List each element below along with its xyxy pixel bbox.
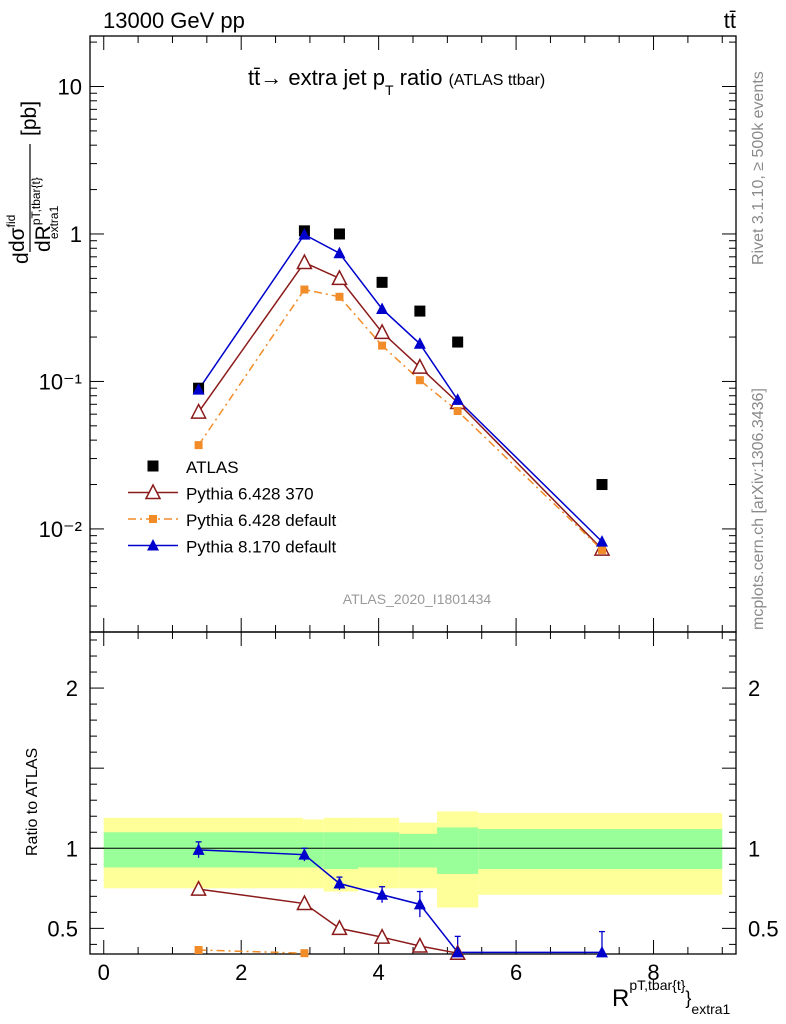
analysis-tag: ATLAS_2020_I1801434 [343,591,492,607]
ratio-point-p6_default [194,945,203,954]
axis-ticks: 10 1 10⁻¹ 10⁻² 0 2 4 6 8 2 2 1 1 0.5 0.5 [39,36,779,985]
ratio-point-p8_default [595,945,608,958]
ratio-point-p8_default [376,888,389,900]
ratio-point-p6_370 [373,928,391,944]
legend-marker-atlas [147,460,159,472]
ratio-point-p6_default [300,949,309,958]
legend-marker-p8_default [147,539,159,551]
main-point-p6_default [378,341,387,350]
ratio-line-p6_370 [198,888,458,954]
main-point-atlas [596,479,608,491]
x-tick-label: 2 [235,960,247,985]
mcplots-label: mcplots.cern.ch [arXiv:1306.3436] [750,388,767,630]
main-y-tick-label: 10 [58,74,82,99]
ratio-point-p8_default [192,843,205,855]
ratio-y-tick-label-right: 2 [748,676,760,701]
main-point-p8_default [595,535,608,547]
main-point-p6_default [194,441,203,450]
band-inner-6 [478,829,723,870]
main-point-p8_default [192,383,205,395]
legend-marker-p6_370 [144,483,162,500]
main-point-atlas [414,305,426,317]
plot-title: tt̄→ extra jet pT ratio (ATLAS ttbar) [248,65,545,98]
x-tick-label: 6 [510,960,522,985]
ratio-point-p6_370 [411,936,429,953]
legend-marker-p6_default [149,515,157,523]
ratio-point-p6_370 [331,919,348,936]
ratio-y-tick-label-left: 0.5 [47,916,78,941]
ratio-point-p8_default [298,848,311,860]
main-point-p6_370 [296,253,313,270]
main-point-p8_default [451,393,464,405]
series-markers [190,225,611,960]
ratio-y-tick-label-right: 0.5 [748,916,779,941]
main-point-p6_370 [331,269,348,286]
legend: ATLAS Pythia 6.428 370 Pythia 6.428 defaul… [128,458,337,557]
main-point-p8_default [413,337,426,349]
main-point-p6_370 [190,402,207,419]
ratio-plot-frame [89,631,737,955]
main-point-p6_default [335,292,344,301]
band-inner-4 [399,833,438,868]
main-y-axis-label: d dσfid dRpT,tbar{t} extra1 [pb] [4,101,61,264]
main-y-tick-label: 1 [70,222,82,247]
rivet-version-label: Rivet 3.1.10, ≥ 500k events [750,71,767,265]
main-point-p6_default [453,407,462,416]
x-tick-label: 0 [98,960,110,985]
legend-label-atlas: ATLAS [186,458,239,477]
main-point-p6_default [597,545,606,554]
x-axis-label: RpT,tbar{t}}extra1 [612,977,731,1017]
band-inner-2 [323,832,359,870]
ratio-line-p6_default [198,949,305,954]
legend-label-p6_default: Pythia 6.428 default [186,511,337,530]
main-point-p8_default [333,246,346,259]
ylabel-d: d [10,252,33,264]
legend-label-p8_default: Pythia 8.170 default [186,538,337,557]
main-point-p6_default [415,376,424,385]
x-tick-label: 4 [373,960,385,985]
main-point-p6_default [300,285,309,294]
x-tick-label: 8 [647,960,659,985]
main-point-atlas [452,336,464,348]
band-inner-5 [437,827,479,874]
main-line-p6_370 [197,261,603,550]
main-point-atlas [376,276,388,288]
main-point-p8_default [376,302,389,314]
ratio-point-p6_370 [296,894,313,911]
main-y-tick-label: 10⁻¹ [39,369,82,394]
ylabel-unit: [pb] [18,101,41,136]
ratio-point-p8_default [333,877,346,889]
main-point-p6_370 [373,323,391,340]
band-inner-3 [358,832,400,868]
ratio-y-tick-label-left: 2 [66,676,78,701]
ratio-y-tick-label-right: 1 [748,836,760,861]
ratio-y-axis-label: Ratio to ATLAS [24,748,41,856]
ylabel-numerator: dσfid [4,215,29,252]
main-point-p6_370 [411,358,429,374]
main-y-tick-label: 10⁻² [39,517,82,542]
ratio-point-p8_default [413,897,426,910]
ratio-y-tick-label-left: 1 [66,836,78,861]
ylabel-denominator: dRpT,tbar{t} extra1 [29,177,61,252]
header-energy-label: 13000 GeV pp [103,8,245,33]
main-point-p8_default [298,228,311,240]
main-point-atlas [333,228,345,240]
legend-label-p6_370: Pythia 6.428 370 [186,485,314,504]
ratio-point-p8_default [451,945,464,958]
ratio-point-p6_370 [190,879,207,896]
header-process-label: tt̄ [724,8,736,33]
